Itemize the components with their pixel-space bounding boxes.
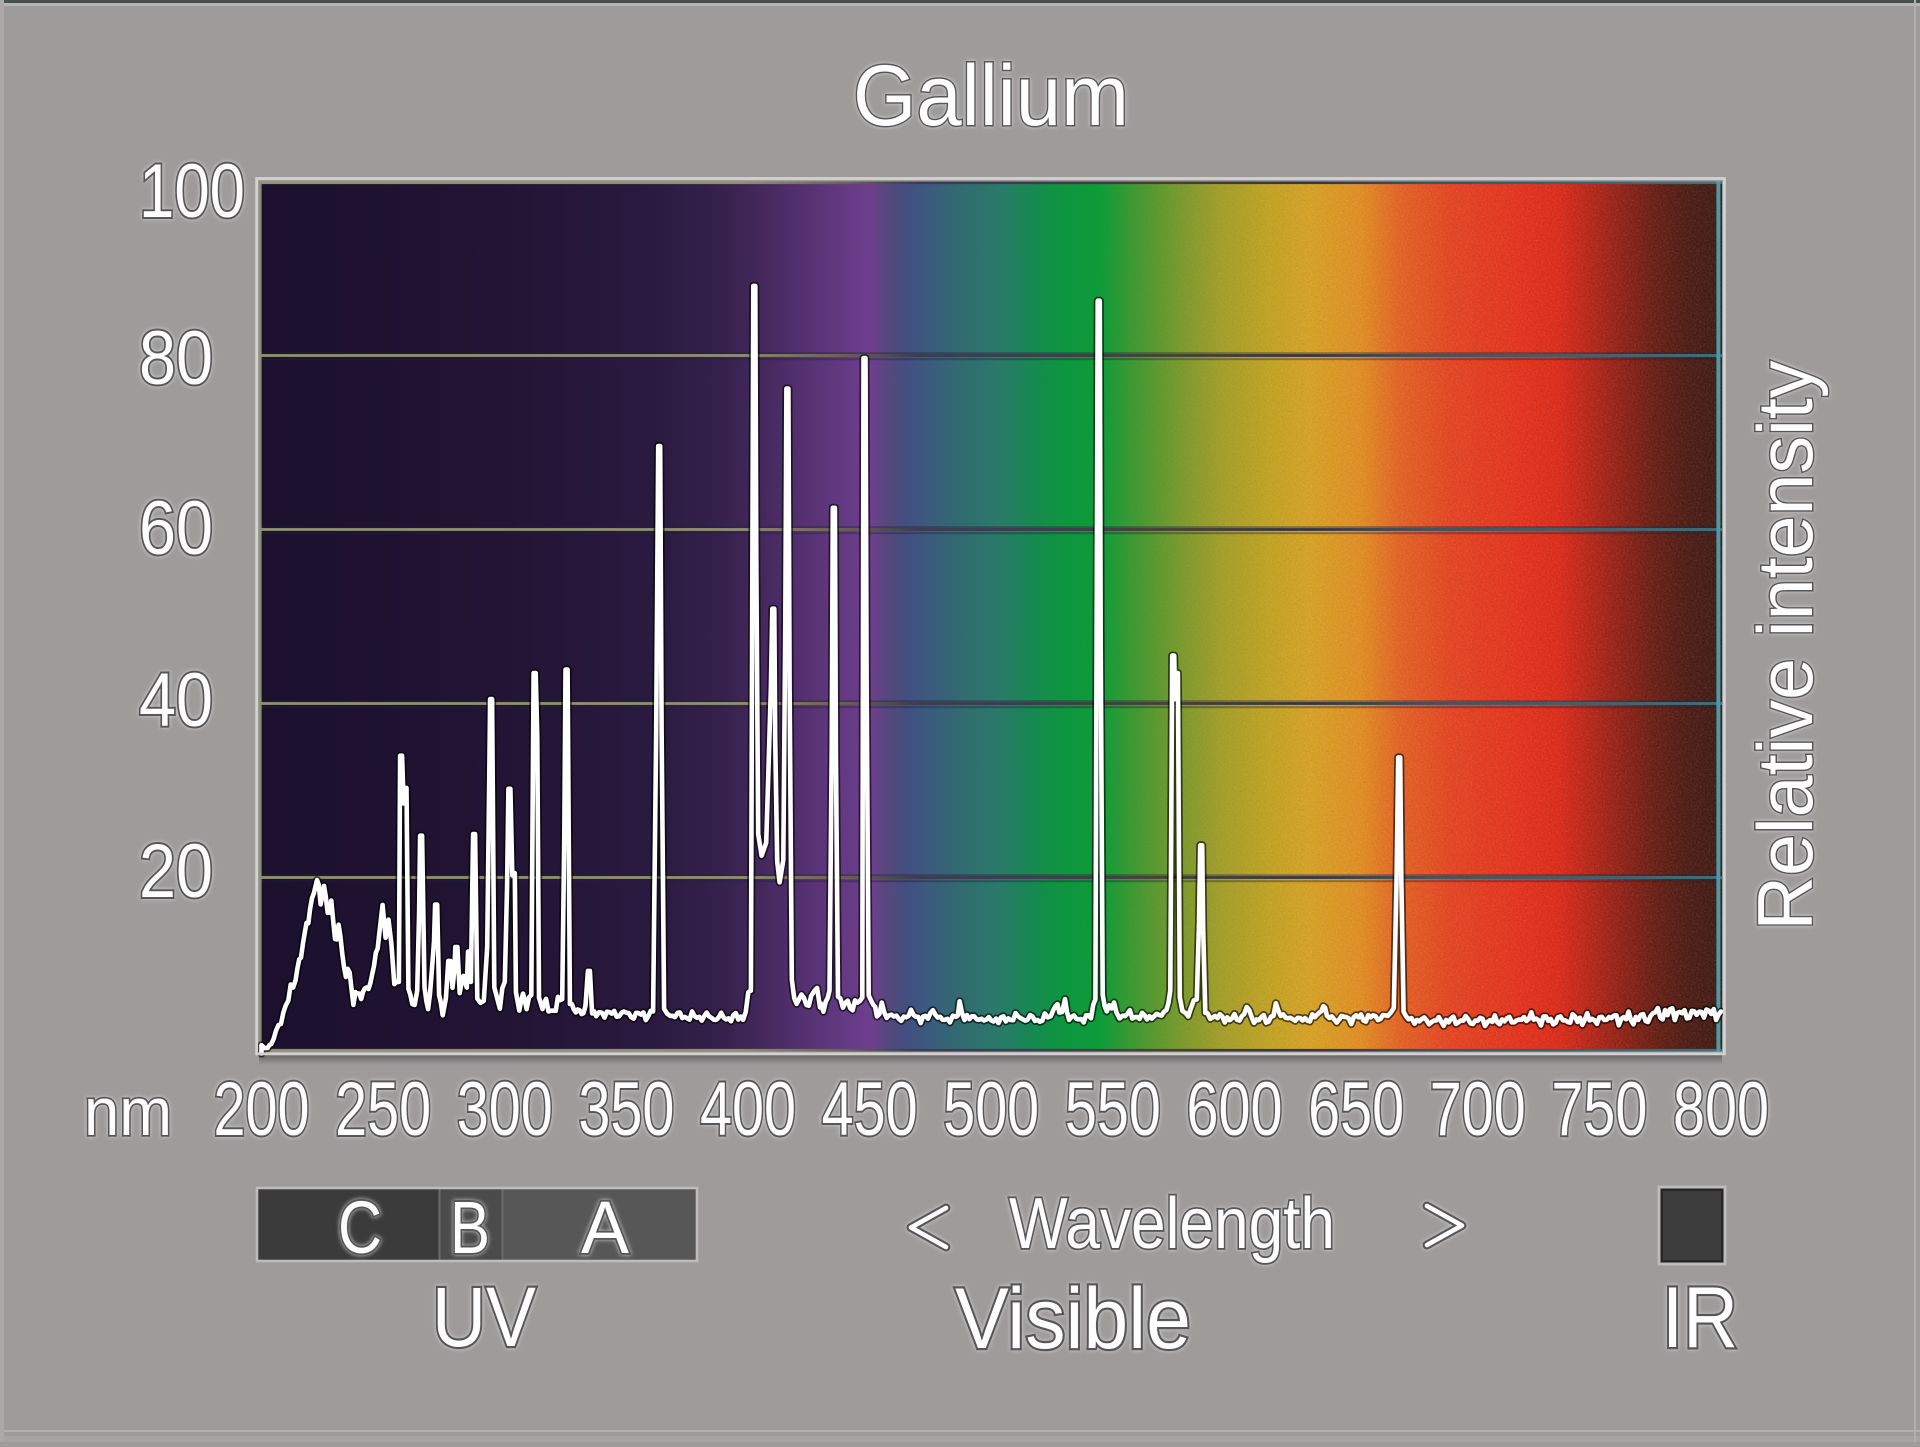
svg-text:C: C: [338, 1186, 382, 1269]
svg-text:750: 750: [1551, 1067, 1647, 1152]
svg-text:550: 550: [1065, 1067, 1161, 1152]
svg-text:60: 60: [139, 486, 213, 571]
svg-text:700: 700: [1430, 1067, 1526, 1152]
svg-text:20: 20: [139, 829, 213, 914]
svg-text:UV: UV: [432, 1270, 536, 1364]
svg-text:500: 500: [943, 1067, 1039, 1152]
svg-text:600: 600: [1187, 1067, 1283, 1152]
svg-text:450: 450: [822, 1067, 918, 1152]
svg-text:250: 250: [335, 1067, 431, 1152]
svg-text:200: 200: [214, 1067, 310, 1152]
svg-text:A: A: [581, 1186, 630, 1269]
svg-text:350: 350: [578, 1067, 674, 1152]
svg-text:80: 80: [139, 316, 213, 401]
svg-text:Relative intensity: Relative intensity: [1741, 361, 1829, 931]
svg-text:IR: IR: [1662, 1270, 1738, 1366]
svg-text:650: 650: [1308, 1067, 1404, 1152]
svg-text:nm: nm: [84, 1074, 172, 1150]
svg-text:Gallium: Gallium: [853, 48, 1129, 144]
svg-text:400: 400: [700, 1067, 796, 1152]
svg-text:100: 100: [139, 149, 245, 234]
svg-text:40: 40: [139, 658, 213, 743]
svg-text:B: B: [450, 1186, 490, 1269]
svg-text:800: 800: [1673, 1067, 1769, 1152]
svg-text:Wavelength: Wavelength: [1009, 1184, 1335, 1264]
svg-text:Visible: Visible: [955, 1271, 1191, 1367]
svg-text:300: 300: [457, 1067, 553, 1152]
